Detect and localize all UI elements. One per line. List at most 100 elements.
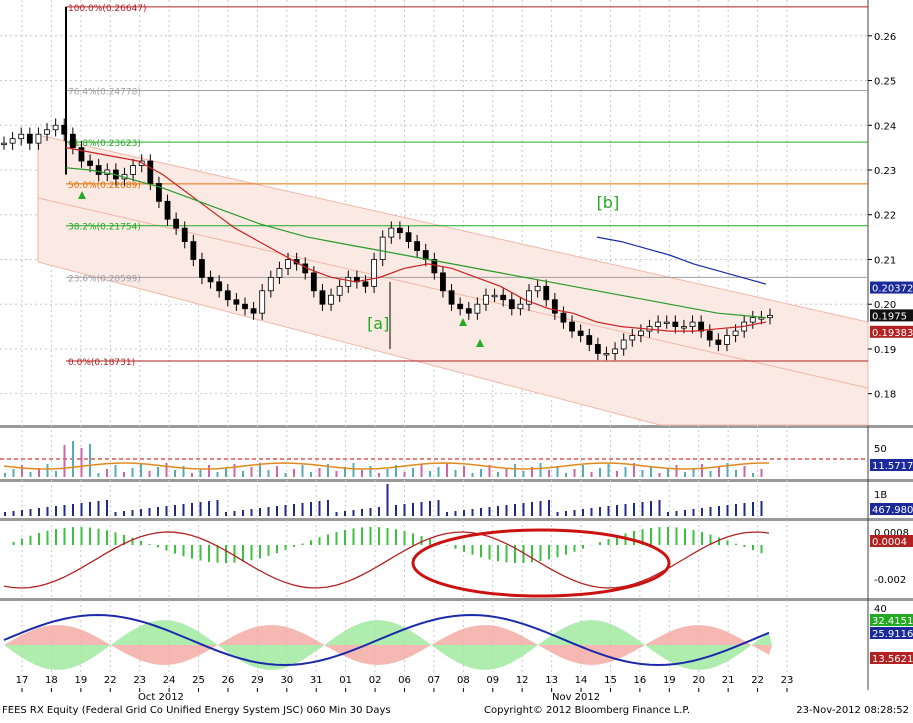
volume-bar — [616, 505, 618, 516]
volume-bar — [556, 512, 559, 516]
rsi-bar — [301, 465, 304, 477]
candle — [173, 218, 180, 229]
macd-bar — [216, 545, 219, 563]
rsi-bar — [335, 471, 338, 477]
macd-bar — [692, 530, 695, 545]
macd-bar — [191, 545, 193, 559]
volume-bar — [242, 510, 244, 516]
rsi-bar — [505, 468, 508, 477]
moving-averages — [65, 147, 767, 332]
y-tick-label: 0.22 — [874, 211, 896, 222]
macd-bar — [55, 529, 57, 545]
volume-bar — [386, 484, 389, 516]
macd-bar — [293, 545, 295, 547]
rsi-bar — [199, 469, 202, 477]
x-tick-label: 25 — [192, 675, 205, 686]
x-tick-label: 30 — [280, 675, 293, 686]
candle — [508, 299, 515, 310]
candle — [534, 285, 541, 292]
candle — [362, 281, 369, 287]
fib-label: 100.0%(0.26647) — [68, 4, 147, 14]
rsi-bar — [701, 464, 703, 477]
macd-bar — [361, 527, 363, 545]
volume-bar — [293, 504, 295, 516]
macd-bar — [454, 545, 457, 549]
rsi-bar — [216, 472, 219, 477]
macd-bar — [667, 527, 669, 545]
volume-bar — [250, 509, 253, 516]
volume-bar — [301, 503, 304, 516]
macd-bar — [208, 545, 210, 562]
volume-bar — [344, 511, 346, 516]
volume-bar — [310, 502, 312, 516]
macd-bar — [318, 537, 321, 545]
rsi-bar — [131, 468, 134, 477]
y-tick-label: 0.25 — [874, 77, 896, 88]
volume-bar — [318, 501, 321, 516]
candle — [500, 294, 507, 301]
volume-bar — [599, 507, 601, 516]
candle — [749, 317, 756, 323]
candle — [706, 330, 713, 341]
rsi-bar — [760, 469, 763, 477]
rsi-bar — [165, 463, 168, 477]
candle — [448, 290, 455, 305]
macd-bar — [242, 545, 244, 562]
volume-bar — [72, 504, 74, 516]
macd-bar — [505, 545, 508, 563]
volume-bar — [471, 509, 474, 516]
macd-bar — [157, 545, 159, 548]
macd-bar — [284, 545, 287, 551]
volume-bar — [208, 501, 210, 516]
rsi-bar — [310, 472, 312, 477]
rsi-bar — [726, 463, 729, 477]
volume-bar — [633, 503, 635, 516]
rsi-bar — [208, 465, 210, 477]
x-tick-label: 07 — [428, 675, 441, 686]
month-label: Oct 2012 — [138, 692, 184, 703]
candle — [310, 272, 317, 292]
price-tag-text: 467.980M — [872, 505, 913, 516]
candle — [190, 241, 197, 260]
x-tick-label: 24 — [163, 675, 176, 686]
volume-bar — [131, 510, 134, 516]
volume-panel — [4, 484, 763, 516]
rsi-bar — [692, 468, 695, 477]
rsi-bar — [497, 472, 499, 477]
price-tag-text: 32.4151 — [872, 616, 913, 627]
volume-bar — [29, 509, 32, 516]
rsi-bar — [752, 473, 754, 477]
candle — [18, 133, 25, 140]
candle — [319, 290, 326, 305]
macd-bar — [480, 545, 482, 558]
signal-arrow — [476, 339, 484, 347]
rsi-bar — [573, 469, 576, 477]
y-tick-label: 0.21 — [874, 255, 896, 266]
volume-bar — [182, 504, 185, 516]
rsi-bar — [29, 472, 32, 477]
volume-bar — [233, 511, 236, 516]
x-tick-label: 13 — [545, 675, 558, 686]
volume-bar — [752, 502, 754, 516]
macd-bar — [97, 528, 100, 545]
x-tick-label: 12 — [516, 675, 529, 686]
macd-bar — [582, 545, 584, 549]
macd-bar — [267, 545, 270, 556]
macd-bar — [276, 545, 278, 554]
volume-bar — [327, 500, 329, 516]
volume-bar — [675, 511, 678, 516]
candle — [233, 299, 240, 305]
candle — [276, 268, 283, 278]
wave-label: [a] — [367, 314, 389, 333]
x-tick-label: 17 — [16, 675, 29, 686]
volume-bar — [650, 501, 652, 516]
candle — [431, 259, 438, 274]
rsi-bar — [55, 471, 57, 477]
candle — [474, 303, 481, 314]
macd-bar — [12, 541, 15, 545]
rsi-bar — [565, 473, 567, 477]
rsi-bar — [735, 470, 737, 477]
macd-bar — [250, 545, 253, 561]
price-tag-text: 25.9116 — [872, 629, 913, 640]
